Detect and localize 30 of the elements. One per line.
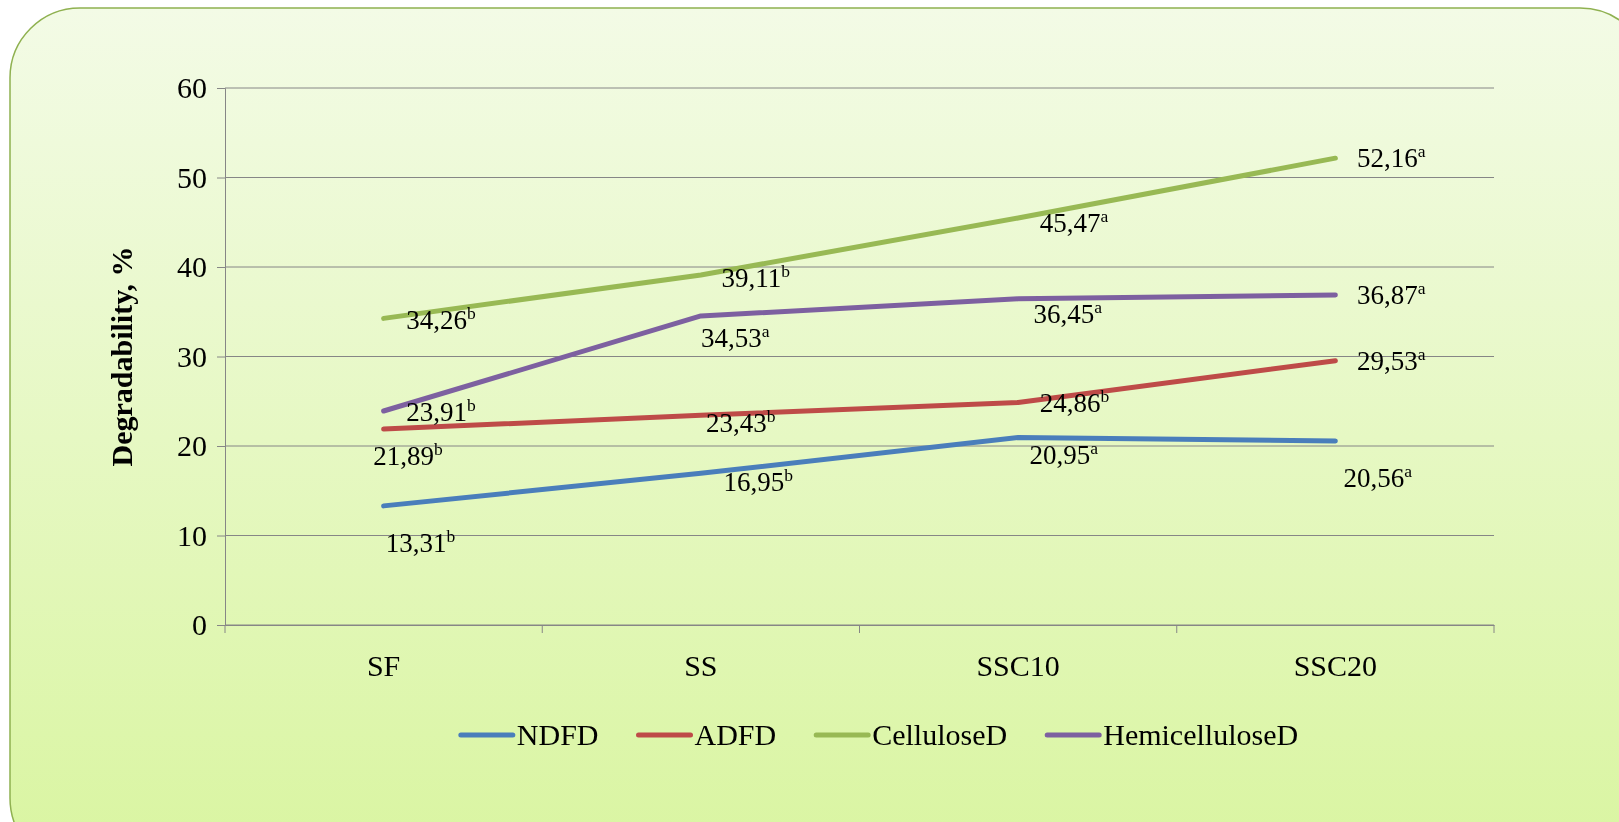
data-label: 45,47$^{a}$ [1039, 206, 1109, 239]
y-tick-label: 60 [177, 71, 207, 105]
y-axis-title: Degradability, % [105, 246, 138, 467]
y-tick-label: 40 [177, 250, 207, 284]
data-label: 16,95$^{b}$ [723, 464, 794, 497]
legend-label: ADFD [694, 718, 777, 751]
legend-label: NDFD [516, 718, 599, 751]
data-label: 13,31$^{b}$ [385, 526, 456, 559]
y-tick-label: 50 [177, 160, 207, 194]
data-label: 20,95$^{a}$ [1029, 438, 1099, 471]
x-tick-label: SS [684, 649, 718, 683]
data-label: 21,89$^{b}$ [373, 439, 444, 472]
data-label: 39,11$^{b}$ [721, 261, 791, 294]
data-label: 20,56$^{a}$ [1343, 461, 1413, 494]
data-label: 52,16$^{a}$ [1357, 141, 1426, 174]
data-label: 36,45$^{a}$ [1033, 297, 1103, 330]
data-label: 34,53$^{a}$ [700, 320, 770, 353]
data-label: 29,53$^{a}$ [1357, 343, 1426, 376]
data-label: 34,26$^{b}$ [406, 302, 477, 335]
data-label: 23,91$^{b}$ [406, 395, 477, 428]
legend-label: CelluloseD [872, 718, 1008, 751]
x-tick-label: SF [366, 649, 401, 683]
legend-label: HemicelluloseD [1103, 718, 1299, 751]
x-tick-label: SSC10 [976, 649, 1060, 683]
y-tick-label: 20 [177, 429, 207, 463]
x-tick-label: SSC20 [1293, 649, 1378, 683]
y-tick-label: 30 [177, 339, 207, 373]
data-label: 36,87$^{a}$ [1357, 278, 1426, 311]
y-tick-label: 0 [192, 608, 207, 642]
y-tick-label: 10 [177, 518, 207, 552]
